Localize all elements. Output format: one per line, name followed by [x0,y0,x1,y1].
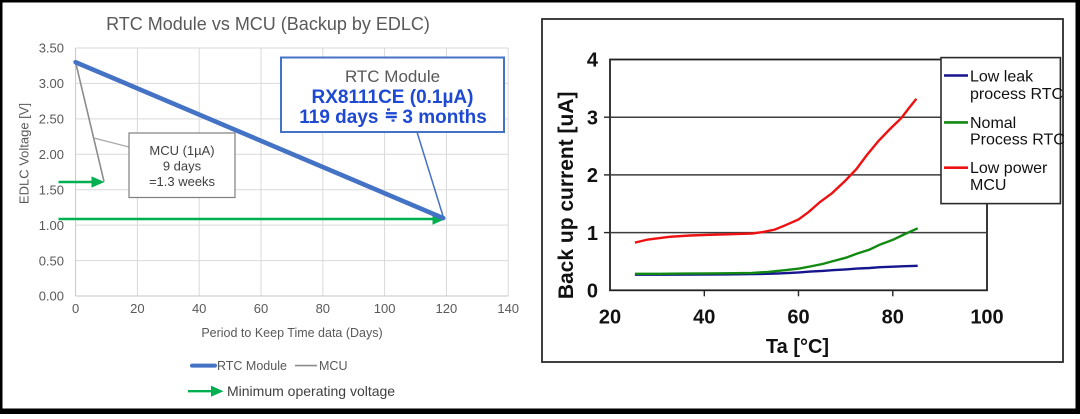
svg-text:3 months: 3 months [402,107,486,128]
svg-text:60: 60 [787,307,809,329]
svg-text:MCU (1µA): MCU (1µA) [149,143,214,158]
svg-text:Low leak: Low leak [970,69,1034,86]
svg-text:0.50: 0.50 [39,253,64,268]
svg-text:3.50: 3.50 [39,41,64,56]
svg-text:process RTC: process RTC [970,86,1063,103]
svg-text:0.00: 0.00 [39,289,64,304]
svg-text:Minimum operating voltage: Minimum operating voltage [227,383,395,399]
svg-text:MCU: MCU [970,177,1006,194]
svg-text:Ta [°C]: Ta [°C] [766,336,829,358]
svg-text:MCU: MCU [319,359,347,373]
svg-text:1: 1 [587,223,598,245]
svg-text:140: 140 [497,301,519,316]
svg-text:80: 80 [882,307,904,329]
svg-text:Back up current [uA]: Back up current [uA] [555,91,578,299]
svg-text:100: 100 [970,307,1003,329]
svg-text:Process RTC: Process RTC [970,132,1065,149]
svg-text:Period to Keep Time data (Days: Period to Keep Time data (Days) [201,326,382,340]
svg-text:40: 40 [693,307,715,329]
svg-text:40: 40 [192,301,206,316]
svg-text:2.50: 2.50 [39,112,64,127]
svg-text:Low power: Low power [970,160,1048,177]
svg-text:Nomal: Nomal [970,115,1016,132]
svg-text:RTC Module: RTC Module [345,67,440,86]
svg-text:20: 20 [130,301,144,316]
svg-text:3: 3 [587,107,598,129]
svg-text:RTC Module: RTC Module [217,359,287,373]
svg-text:0: 0 [72,301,79,316]
svg-text:120: 120 [436,301,458,316]
svg-text:4: 4 [587,50,599,72]
svg-text:=1.3 weeks: =1.3 weeks [149,174,216,189]
svg-text:3.00: 3.00 [39,76,64,91]
svg-text:0: 0 [587,281,598,303]
svg-text:100: 100 [374,301,396,316]
svg-text:80: 80 [316,301,330,316]
svg-text:RX8111CE (0.1µA): RX8111CE (0.1µA) [312,87,474,108]
svg-text:RTC Module vs MCU (Backup by E: RTC Module vs MCU (Backup by EDLC) [106,14,430,34]
svg-text:9 days: 9 days [163,159,202,174]
svg-text:20: 20 [599,307,621,329]
svg-text:60: 60 [254,301,268,316]
svg-text:2: 2 [587,165,598,187]
svg-text:119 days: 119 days [299,107,378,128]
svg-text:2.00: 2.00 [39,147,64,162]
svg-text:EDLC Voltage [V]: EDLC Voltage [V] [17,103,32,204]
svg-text:1.50: 1.50 [39,182,64,197]
